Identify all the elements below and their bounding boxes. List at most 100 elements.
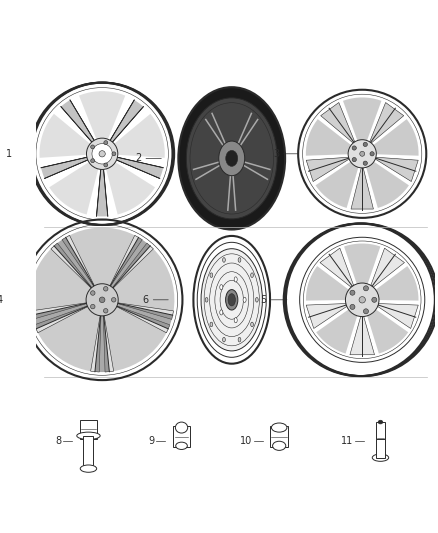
Polygon shape <box>113 243 153 288</box>
Polygon shape <box>110 237 150 288</box>
Ellipse shape <box>372 297 377 302</box>
Ellipse shape <box>77 432 100 439</box>
Polygon shape <box>113 246 174 315</box>
Ellipse shape <box>346 283 379 317</box>
Polygon shape <box>96 169 108 216</box>
Ellipse shape <box>272 441 286 450</box>
Polygon shape <box>344 244 380 284</box>
Polygon shape <box>45 160 88 179</box>
Polygon shape <box>95 316 110 372</box>
Ellipse shape <box>210 322 213 327</box>
Polygon shape <box>316 310 357 353</box>
Ellipse shape <box>226 289 238 310</box>
Polygon shape <box>32 303 88 329</box>
Polygon shape <box>51 243 92 288</box>
Ellipse shape <box>176 442 187 449</box>
Ellipse shape <box>352 157 357 161</box>
Polygon shape <box>375 157 418 182</box>
Ellipse shape <box>234 318 237 323</box>
Polygon shape <box>61 107 92 142</box>
Ellipse shape <box>99 297 105 303</box>
Ellipse shape <box>220 285 223 290</box>
FancyBboxPatch shape <box>80 420 97 439</box>
Text: 3: 3 <box>273 149 279 159</box>
FancyBboxPatch shape <box>376 437 385 458</box>
Polygon shape <box>41 157 87 168</box>
FancyBboxPatch shape <box>173 426 190 447</box>
Ellipse shape <box>300 237 425 362</box>
Ellipse shape <box>226 150 238 166</box>
Ellipse shape <box>220 310 223 315</box>
Polygon shape <box>30 246 92 315</box>
Polygon shape <box>79 91 125 139</box>
Ellipse shape <box>238 337 241 342</box>
Polygon shape <box>110 100 143 142</box>
Ellipse shape <box>364 286 368 291</box>
Polygon shape <box>117 157 163 179</box>
Polygon shape <box>350 317 374 355</box>
Polygon shape <box>376 266 419 301</box>
Text: 8: 8 <box>55 436 61 446</box>
Polygon shape <box>39 114 90 158</box>
Ellipse shape <box>223 337 225 342</box>
Polygon shape <box>306 157 349 182</box>
Ellipse shape <box>360 151 365 156</box>
Ellipse shape <box>91 159 95 163</box>
Ellipse shape <box>86 284 118 316</box>
Polygon shape <box>110 100 134 140</box>
Ellipse shape <box>112 152 116 156</box>
Ellipse shape <box>80 465 97 472</box>
Ellipse shape <box>363 161 367 165</box>
Polygon shape <box>61 100 94 142</box>
Ellipse shape <box>251 322 254 327</box>
Ellipse shape <box>186 98 277 219</box>
Ellipse shape <box>103 287 108 291</box>
Ellipse shape <box>175 422 188 433</box>
Polygon shape <box>91 316 101 372</box>
Ellipse shape <box>364 309 368 314</box>
FancyBboxPatch shape <box>270 426 288 447</box>
Ellipse shape <box>210 273 213 278</box>
Ellipse shape <box>201 249 262 351</box>
Ellipse shape <box>350 290 355 295</box>
Text: 1: 1 <box>6 149 12 159</box>
Ellipse shape <box>223 257 225 262</box>
Ellipse shape <box>111 297 116 302</box>
Polygon shape <box>49 162 98 214</box>
Polygon shape <box>62 235 95 286</box>
Polygon shape <box>117 157 163 168</box>
Ellipse shape <box>350 304 355 310</box>
Polygon shape <box>117 306 170 333</box>
Polygon shape <box>320 248 353 287</box>
Ellipse shape <box>91 304 95 309</box>
Text: 9: 9 <box>148 436 154 446</box>
Ellipse shape <box>99 151 105 157</box>
Polygon shape <box>41 157 88 179</box>
Polygon shape <box>54 237 94 288</box>
Ellipse shape <box>91 145 95 149</box>
Ellipse shape <box>104 141 108 144</box>
Ellipse shape <box>104 163 108 167</box>
Ellipse shape <box>243 297 246 302</box>
Polygon shape <box>103 169 108 216</box>
Text: 11: 11 <box>341 436 353 446</box>
Polygon shape <box>378 303 418 328</box>
Polygon shape <box>306 266 349 301</box>
Ellipse shape <box>228 294 235 306</box>
Polygon shape <box>34 306 88 333</box>
Polygon shape <box>315 161 358 208</box>
Text: 5: 5 <box>261 295 267 305</box>
Polygon shape <box>351 168 374 209</box>
Ellipse shape <box>205 297 208 302</box>
Polygon shape <box>343 98 381 141</box>
Polygon shape <box>373 119 419 156</box>
Ellipse shape <box>255 297 258 302</box>
Polygon shape <box>306 303 347 328</box>
Ellipse shape <box>372 454 389 462</box>
Text: 6: 6 <box>142 295 148 305</box>
Polygon shape <box>306 119 351 156</box>
Text: 2: 2 <box>135 154 141 163</box>
Text: 10: 10 <box>240 436 252 446</box>
Ellipse shape <box>219 141 245 176</box>
Ellipse shape <box>378 420 383 424</box>
